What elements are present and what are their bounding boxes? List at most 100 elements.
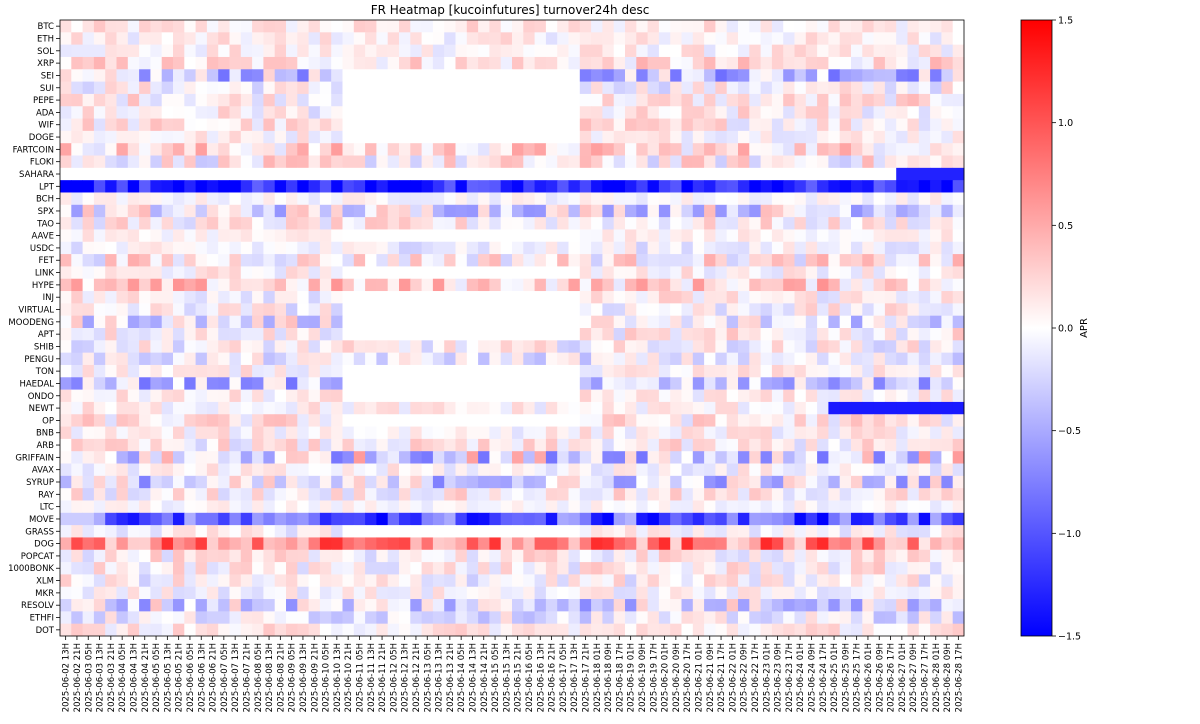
heatmap-cell <box>308 475 321 489</box>
heatmap-cell <box>466 167 479 181</box>
heatmap-cell <box>127 155 140 169</box>
heatmap-cell <box>466 44 479 58</box>
heatmap-cell <box>918 525 931 538</box>
y-tick-label: RAY <box>38 490 55 500</box>
heatmap-cell <box>783 426 795 440</box>
heatmap-cell <box>274 340 287 354</box>
heatmap-cell <box>139 352 151 366</box>
heatmap-cell <box>783 254 795 267</box>
heatmap-cell <box>805 303 818 317</box>
heatmap-cell <box>602 463 615 477</box>
heatmap-cell <box>771 438 784 452</box>
heatmap-cell <box>692 364 705 378</box>
heatmap-cell <box>342 20 355 33</box>
heatmap-cell <box>240 512 253 526</box>
heatmap-cell <box>907 229 920 243</box>
heatmap-cell <box>794 401 807 415</box>
heatmap-cell <box>116 254 129 267</box>
heatmap-cell <box>692 512 705 526</box>
heatmap-cell <box>658 291 671 304</box>
heatmap-cell <box>862 352 874 366</box>
heatmap-cell <box>432 93 445 107</box>
heatmap-cell <box>658 93 671 107</box>
heatmap-cell <box>410 549 422 563</box>
heatmap-cell <box>365 525 377 538</box>
heatmap-cell <box>478 204 490 218</box>
heatmap-cell <box>331 414 343 427</box>
heatmap-cell <box>150 130 163 144</box>
heatmap-cell <box>184 537 196 551</box>
heatmap-cell <box>263 562 276 575</box>
heatmap-cell <box>771 291 784 304</box>
heatmap-cell <box>658 611 671 625</box>
heatmap-cell <box>478 438 490 452</box>
heatmap-cell <box>670 463 682 477</box>
y-tick-label: XRP <box>37 59 54 69</box>
heatmap-cell <box>195 315 208 329</box>
heatmap-cell <box>376 426 389 440</box>
heatmap-cell <box>941 229 954 243</box>
heatmap-cell <box>263 315 276 329</box>
heatmap-cell <box>218 315 230 329</box>
heatmap-cell <box>421 340 434 354</box>
heatmap-cell <box>512 525 524 538</box>
heatmap-cell <box>184 389 196 403</box>
heatmap-cell <box>82 537 95 551</box>
heatmap-cell <box>839 266 852 280</box>
y-tick-label: LPT <box>39 182 55 192</box>
heatmap-cell <box>342 426 355 440</box>
heatmap-cell <box>783 586 795 600</box>
heatmap-cell <box>252 438 264 452</box>
heatmap-cell <box>455 377 468 390</box>
heatmap-cell <box>715 525 728 538</box>
heatmap-cell <box>907 81 920 95</box>
heatmap-cell <box>715 167 728 181</box>
heatmap-cell <box>432 69 445 82</box>
heatmap-cell <box>82 414 95 427</box>
heatmap-cell <box>647 364 660 378</box>
heatmap-cell <box>681 143 694 156</box>
heatmap-cell <box>873 574 886 588</box>
heatmap-cell <box>263 352 276 366</box>
heatmap-cell <box>613 266 626 280</box>
heatmap-cell <box>545 130 558 144</box>
heatmap-cell <box>161 155 174 169</box>
heatmap-cell <box>647 254 660 267</box>
heatmap-cell <box>206 574 219 588</box>
heatmap-cell <box>331 537 343 551</box>
heatmap-cell <box>161 512 174 526</box>
heatmap-cell <box>82 180 95 193</box>
heatmap-cell <box>805 438 818 452</box>
heatmap-cell <box>93 352 106 366</box>
heatmap-cell <box>500 611 513 625</box>
heatmap-cell <box>805 266 818 280</box>
heatmap-cell <box>127 291 140 304</box>
heatmap-cell <box>568 438 581 452</box>
heatmap-cell <box>896 364 908 378</box>
heatmap-cell <box>715 118 728 132</box>
heatmap-cell <box>896 537 908 551</box>
heatmap-cell <box>658 56 671 70</box>
heatmap-cell <box>930 352 942 366</box>
heatmap-cell <box>681 155 694 169</box>
heatmap-cell <box>726 118 739 132</box>
heatmap-cell <box>591 328 603 341</box>
heatmap-cell <box>794 291 807 304</box>
heatmap-cell <box>613 204 626 218</box>
heatmap-cell <box>907 167 920 181</box>
heatmap-cell <box>760 574 773 588</box>
heatmap-cell <box>365 352 377 366</box>
heatmap-cell <box>184 475 196 489</box>
heatmap-cell <box>692 93 705 107</box>
heatmap-cell <box>421 525 434 538</box>
heatmap-cell <box>286 20 298 33</box>
heatmap-cell <box>692 451 705 464</box>
heatmap-cell <box>478 377 490 390</box>
heatmap-cell <box>489 525 502 538</box>
heatmap-cell <box>941 204 954 218</box>
heatmap-cell <box>930 549 942 563</box>
heatmap-cell <box>579 291 592 304</box>
heatmap-cell <box>60 364 72 378</box>
heatmap-cell <box>319 340 332 354</box>
heatmap-cell <box>534 204 547 218</box>
